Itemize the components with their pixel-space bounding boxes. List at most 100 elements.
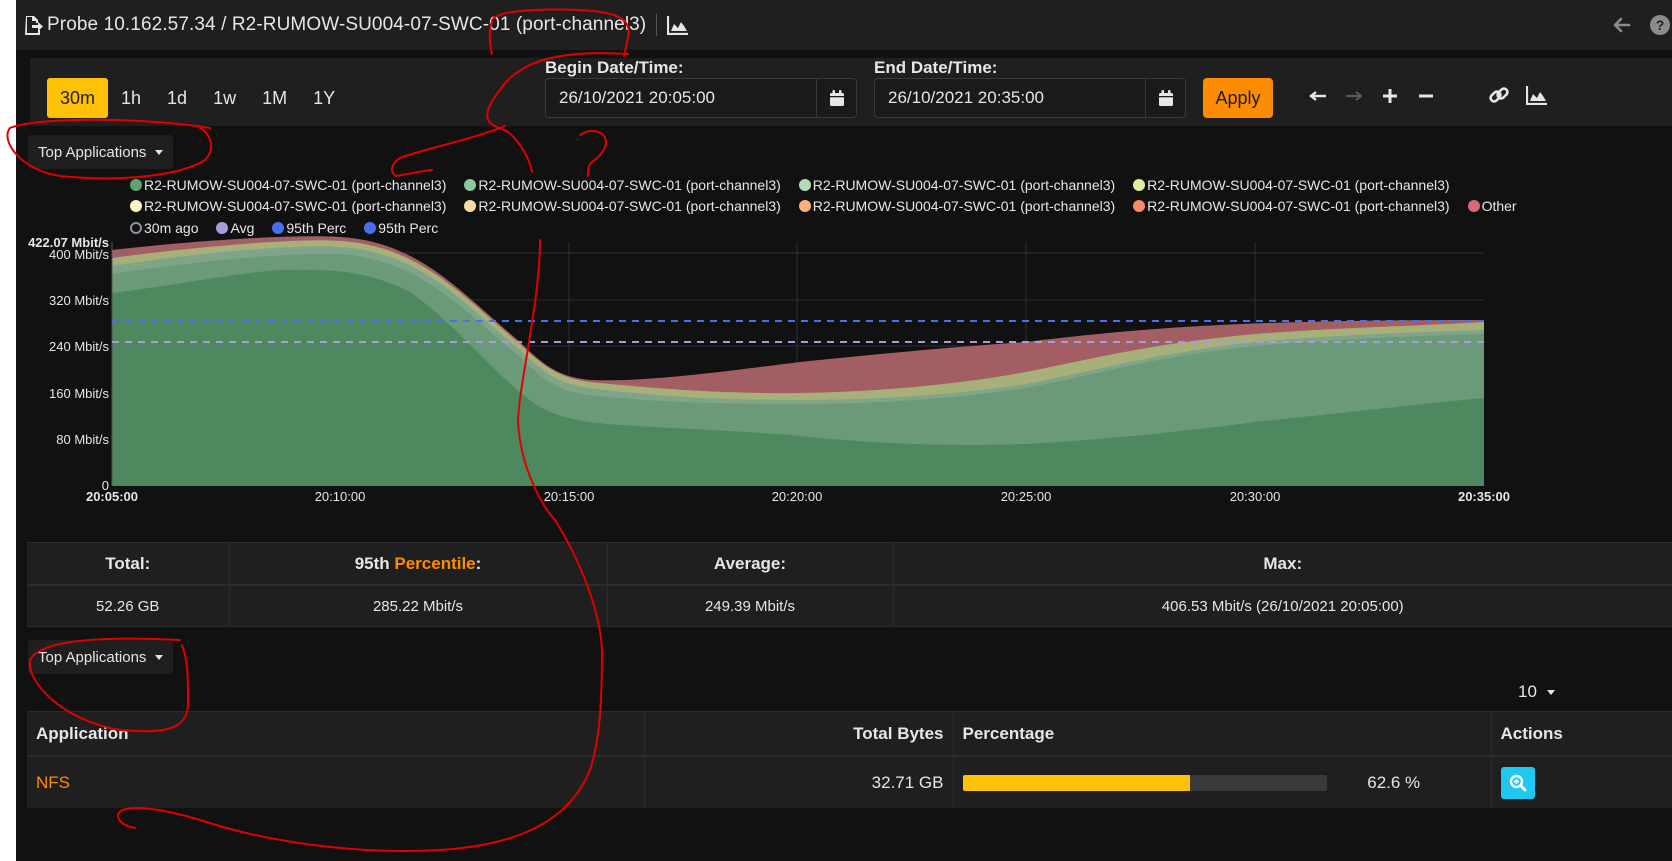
minus-icon [1419, 94, 1433, 98]
divider [656, 14, 658, 36]
p95-value: 285.22 Mbit/s [229, 585, 608, 627]
caret-down-icon [155, 149, 164, 155]
legend-dot-icon [130, 178, 142, 191]
legend-item[interactable]: R2-RUMOW-SU004-07-SWC-01 (port-channel3) [130, 177, 446, 193]
time-toolbar: 30m 1h 1d 1w 1M 1Y Begin Date/Time: End … [30, 58, 1672, 126]
end-datetime-label: End Date/Time: [874, 58, 998, 77]
legend-item-95th[interactable]: 95th Perc [364, 220, 438, 236]
legend-item[interactable]: R2-RUMOW-SU004-07-SWC-01 (port-channel3) [130, 198, 446, 214]
y-axis-label: 400 Mbit/s [49, 247, 109, 262]
column-header-total-bytes[interactable]: Total Bytes [644, 712, 954, 757]
legend-dot-icon [798, 200, 811, 213]
legend-item[interactable]: R2-RUMOW-SU004-07-SWC-01 (port-channel3) [798, 198, 1115, 214]
y-axis-max-label: 422.07 Mbit/s [28, 235, 109, 250]
traffic-chart[interactable]: 422.07 Mbit/s 400 Mbit/s 320 Mbit/s 240 … [0, 232, 1560, 512]
legend-item[interactable]: R2-RUMOW-SU004-07-SWC-01 (port-channel3) [1133, 198, 1450, 214]
legend-item[interactable]: R2-RUMOW-SU004-07-SWC-01 (port-channel3) [464, 177, 781, 193]
y-axis-label: 160 Mbit/s [49, 386, 109, 401]
end-datetime-input[interactable] [875, 79, 1145, 117]
legend-dot-icon [1133, 178, 1146, 191]
end-calendar-button[interactable] [1145, 79, 1185, 117]
legend-dot-icon [464, 200, 477, 213]
legend-item[interactable]: R2-RUMOW-SU004-07-SWC-01 (port-channel3) [464, 198, 781, 214]
range-1w-button[interactable]: 1w [213, 87, 237, 108]
area-chart-icon[interactable] [667, 15, 689, 35]
x-axis-label: 20:10:00 [314, 489, 366, 504]
stats-summary: Total: 95th Percentile: Average: Max: 52… [27, 542, 1672, 627]
range-1d-button[interactable]: 1d [167, 87, 188, 108]
begin-datetime-input[interactable] [546, 79, 816, 117]
legend-item-30m-ago[interactable]: 30m ago [130, 220, 198, 236]
legend-item-other[interactable]: Other [1467, 198, 1517, 214]
legend-item[interactable]: R2-RUMOW-SU004-07-SWC-01 (port-channel3) [798, 177, 1115, 193]
legend-dot-icon [364, 221, 377, 234]
legend-dot-icon [216, 221, 229, 234]
max-header: Max: [893, 543, 1672, 586]
max-value: 406.53 Mbit/s (26/10/2021 20:05:00) [1161, 598, 1404, 615]
dropdown-label: Top Applications [38, 648, 147, 666]
chart-tools [1480, 82, 1556, 108]
legend-ring-icon [130, 221, 142, 234]
column-header-application[interactable]: Application [27, 712, 645, 757]
time-navigation [1300, 84, 1444, 108]
legend-dot-icon [798, 178, 811, 191]
top-applications-table-dropdown[interactable]: Top Applications [28, 640, 174, 674]
arrow-right-icon [1346, 91, 1363, 101]
search-plus-icon [1509, 774, 1526, 791]
percentage-bar [962, 774, 1327, 791]
calendar-icon [1158, 90, 1173, 106]
permalink-button[interactable] [1480, 82, 1518, 108]
arrow-left-icon [1309, 91, 1326, 101]
next-period-button[interactable] [1336, 84, 1372, 108]
legend-dot-icon [464, 178, 477, 191]
drilldown-button[interactable] [1500, 766, 1535, 799]
range-1M-button[interactable]: 1M [262, 87, 288, 108]
range-1Y-button[interactable]: 1Y [313, 87, 336, 108]
x-axis-label: 20:30:00 [1229, 489, 1281, 504]
applications-table: Application Total Bytes Percentage Actio… [27, 711, 1672, 808]
range-1h-button[interactable]: 1h [121, 87, 142, 108]
total-bytes-cell: 32.71 GB [644, 756, 954, 808]
chart-legend: R2-RUMOW-SU004-07-SWC-01 (port-channel3)… [130, 174, 1530, 239]
zoom-in-button[interactable] [1372, 84, 1408, 108]
begin-calendar-button[interactable] [816, 79, 856, 117]
percentage-cell: 62.6 % [953, 756, 1492, 808]
apply-button[interactable]: Apply [1203, 78, 1273, 118]
top-applications-dropdown[interactable]: Top Applications [28, 135, 174, 169]
zoom-out-button[interactable] [1408, 84, 1444, 108]
x-axis-label: 20:20:00 [771, 489, 823, 504]
question-circle-icon[interactable]: ? [1650, 15, 1670, 35]
x-axis-label: 20:25:00 [1000, 489, 1052, 504]
total-value: 52.26 GB [27, 585, 230, 627]
arrow-left-icon[interactable] [1612, 15, 1632, 35]
previous-period-button[interactable] [1300, 84, 1336, 108]
caret-down-icon [155, 654, 164, 660]
caret-down-icon [1546, 689, 1555, 695]
y-axis-label: 0 [101, 478, 109, 493]
average-header: Average: [607, 543, 894, 586]
total-header: Total: [27, 543, 230, 586]
file-export-icon [25, 16, 43, 35]
average-value: 249.39 Mbit/s [607, 585, 894, 627]
range-30m-button[interactable]: 30m [47, 78, 109, 118]
legend-item[interactable]: R2-RUMOW-SU004-07-SWC-01 (port-channel3) [1133, 177, 1450, 193]
page-header: Probe 10.162.57.34 / R2-RUMOW-SU004-07-S… [16, 0, 1672, 50]
page-size-select[interactable]: 10 [1518, 682, 1555, 702]
table-row: NFS 32.71 GB 62.6 % [27, 756, 1672, 808]
y-axis-label: 240 Mbit/s [49, 339, 109, 354]
legend-item-95th[interactable]: 95th Perc [272, 220, 346, 236]
column-header-percentage[interactable]: Percentage [953, 712, 1492, 757]
column-header-actions: Actions [1491, 712, 1672, 757]
window-edge [0, 0, 16, 861]
range-selector: 30m 1h 1d 1w 1M 1Y [47, 78, 348, 118]
x-axis-label: 20:35:00 [1457, 489, 1511, 504]
chart-type-button[interactable] [1518, 82, 1556, 108]
begin-datetime-label: Begin Date/Time: [545, 58, 684, 77]
x-axis-label: 20:15:00 [543, 489, 595, 504]
p95-header: 95th Percentile: [229, 543, 608, 586]
application-link[interactable]: NFS [36, 772, 70, 792]
chart-plot-area[interactable] [0, 232, 1560, 512]
plus-icon [1383, 89, 1397, 103]
percentage-text: 62.6 % [1367, 772, 1421, 792]
legend-item-avg[interactable]: Avg [216, 220, 254, 236]
